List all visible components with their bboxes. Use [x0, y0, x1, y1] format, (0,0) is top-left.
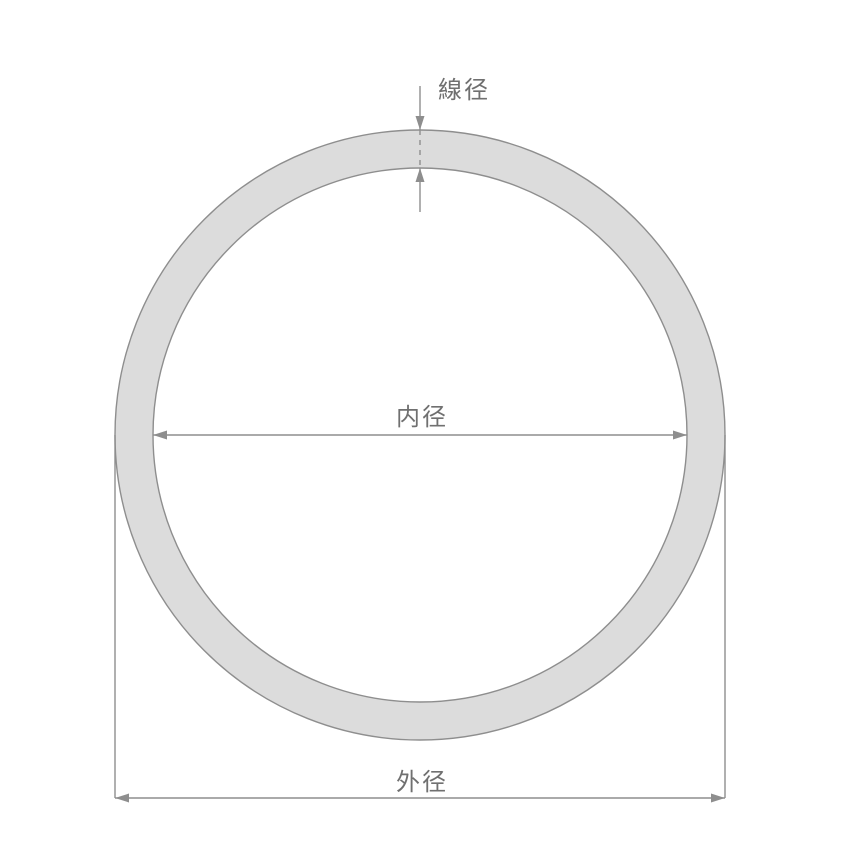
inner-diameter-arrow-right	[673, 431, 687, 440]
wall-top-arrowhead	[416, 116, 425, 130]
inner-diameter-label: 内径	[396, 397, 448, 432]
inner-diameter-arrow-left	[153, 431, 167, 440]
wall-thickness-label: 線径	[438, 70, 490, 105]
outer-diameter-arrow-left	[115, 794, 129, 803]
outer-diameter-label: 外径	[396, 762, 448, 797]
outer-diameter-arrow-right	[711, 794, 725, 803]
diagram-canvas: 線径 内径 外径	[0, 0, 850, 850]
